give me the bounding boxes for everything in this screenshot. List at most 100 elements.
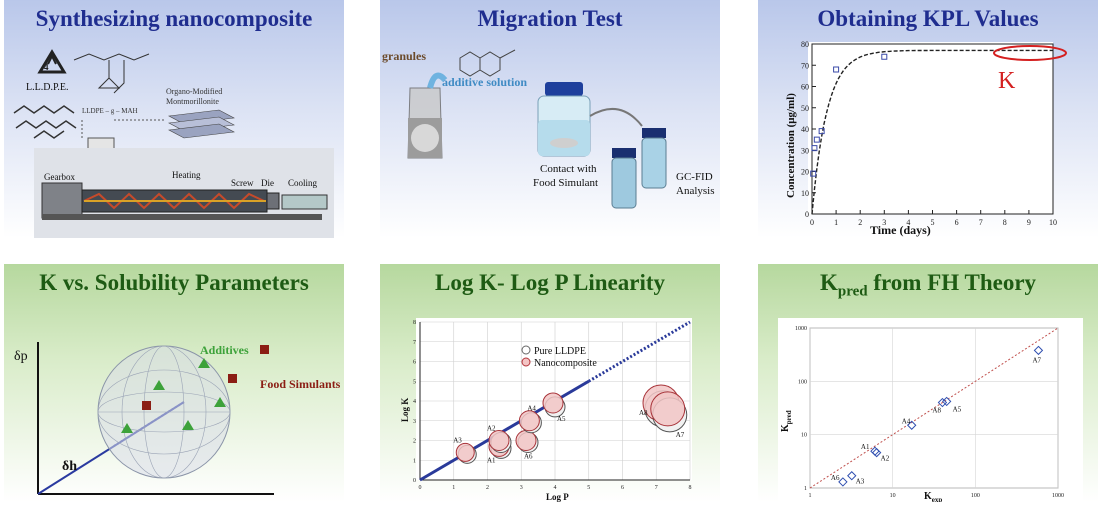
x-tick-label: 8: [1003, 218, 1007, 227]
panel-synthesizing: Synthesizing nanocomposite 4 L.L.D.P.E. …: [4, 0, 344, 238]
panel-logk-logp: Log K- Log P Linearity 0 1 2 3 4 5 6 7 8 0 1 2 3 4 5 6 7…: [380, 264, 720, 502]
y-tick-label: 3: [413, 419, 416, 425]
plateau-highlight: [993, 45, 1067, 61]
gc-label-2: Analysis: [676, 185, 715, 197]
additive-marker: [214, 397, 226, 407]
y-tick-label: 6: [413, 360, 416, 366]
contact-label-1: Contact with: [540, 163, 597, 175]
point-label: A1: [487, 456, 496, 464]
contact-label-2: Food Simulant: [533, 177, 598, 189]
data-point: [810, 170, 817, 177]
y-axis-label: Concentration (μg/ml): [785, 93, 797, 198]
data-point: [847, 471, 857, 481]
food-label: Food Simulants: [260, 377, 341, 391]
plot-area: [808, 42, 1053, 214]
molecule-icon: [459, 49, 516, 77]
kpred-chart: 1 10 100 1000 1 10 100 1000 A6 A3 A1 A2 A4 A8 A5 A7 Kp…: [778, 318, 1083, 502]
x-tick-label: 4: [906, 218, 910, 227]
panel-title: Migration Test: [477, 6, 623, 31]
plot-area: [778, 318, 1083, 502]
food-markers: [142, 345, 269, 410]
nanocomposite-point: [518, 410, 540, 432]
fit-curve: [811, 49, 1053, 215]
panel-title: Obtaining KPL Values: [817, 6, 1039, 31]
graft-structure: [73, 53, 150, 61]
x-tick-label: 8: [689, 485, 692, 491]
panel-kpred: Kpred from FH Theory 1 10 100 1000 1 10 100 100…: [758, 264, 1098, 502]
graft-label: LLDPE – g – MAH: [82, 107, 138, 115]
point-label: A3: [453, 436, 462, 444]
panel-solubility: K vs. Solubility Parameters δp δh δd: [4, 264, 344, 502]
y-tick-label: 0: [413, 478, 416, 484]
data-point: [871, 447, 882, 458]
screw-flights: [83, 192, 265, 210]
nanocomposite-point: [455, 442, 475, 462]
svg-text:4: 4: [44, 62, 49, 72]
legend-label: Pure LLDPE: [534, 346, 586, 357]
additive-marker: [153, 380, 165, 390]
additive-markers: [121, 358, 226, 433]
solubility-diagram: δp δh δd Additives Food Simulants: [14, 342, 341, 495]
additive-label: additive solution: [442, 75, 527, 89]
gc-label-1: GC-FID: [676, 171, 713, 183]
vial-icon: [611, 148, 637, 209]
point-label: A8: [932, 407, 941, 415]
food-marker: [142, 401, 151, 410]
x-tick-label: 7: [655, 485, 658, 491]
nanocomposite-point: [650, 391, 686, 427]
y-tick-label: 30: [801, 146, 809, 155]
y-tick-label: 1000: [795, 326, 807, 332]
parity-line: [809, 327, 1059, 489]
y-tick-label: 70: [801, 61, 809, 70]
legend-marker: [521, 345, 531, 355]
y-tick-label: 8: [413, 320, 416, 326]
data-point: [811, 145, 818, 152]
point-label: A4: [527, 405, 536, 413]
x-axis-label: Time (days): [870, 223, 931, 237]
nanocomposite-point: [542, 392, 564, 414]
x-axis-label: Kexp: [924, 491, 942, 502]
base-rail: [42, 214, 322, 220]
x-tick-label: 2: [858, 218, 862, 227]
panel-title: Kpred from FH Theory: [758, 270, 1098, 301]
x-tick-label: 1: [809, 493, 812, 499]
point-label: A5: [557, 415, 566, 423]
die-label: Die: [261, 178, 274, 188]
title-k: K: [819, 270, 838, 295]
x-tick-label: 6: [955, 218, 959, 227]
polymer-chain: [13, 105, 75, 114]
solubility-sphere: [97, 345, 231, 479]
x-tick-label: 3: [520, 485, 523, 491]
additive-marker: [198, 358, 210, 368]
screw-label: Screw: [231, 178, 254, 188]
panel-title: Synthesizing nanocomposite: [35, 6, 313, 31]
point-label: A2: [487, 424, 496, 432]
data-point: [937, 397, 948, 408]
x-tick-label: 0: [419, 485, 422, 491]
trend-line-extension: [587, 320, 691, 383]
point-label: A7: [676, 431, 685, 439]
cooling-label: Cooling: [288, 178, 318, 188]
x-axis-label: Log P: [546, 492, 569, 502]
clay-label-2: Montmorillonite: [166, 97, 219, 106]
point-label: A1: [861, 443, 870, 451]
cooling-bath: [281, 194, 328, 210]
point-label: A4: [902, 417, 911, 425]
recycle-icon: 4: [37, 49, 67, 74]
x-tick-label: 0: [810, 218, 814, 227]
y-axis-label: Kpred: [780, 410, 793, 432]
x-tick-label: 10: [1049, 218, 1057, 227]
x-tick-label: 100: [971, 493, 980, 499]
bottle-icon: [537, 82, 591, 157]
y-tick-label: 80: [801, 40, 809, 49]
x-tick-label: 4: [554, 485, 557, 491]
y-tick-label: 40: [801, 125, 809, 134]
die-block: [266, 192, 280, 210]
beaker-icon: [407, 72, 448, 159]
point-label: A8: [639, 409, 648, 417]
panel-kpl: Obtaining KPL Values 0 1 2 3 4 5 6 7 8 9 10 0 10 20 30…: [758, 0, 1098, 238]
panel-title: Log K- Log P Linearity: [435, 270, 665, 295]
point-label: A5: [953, 405, 962, 413]
x-tick-label: 2: [486, 485, 489, 491]
data-point: [813, 136, 820, 143]
